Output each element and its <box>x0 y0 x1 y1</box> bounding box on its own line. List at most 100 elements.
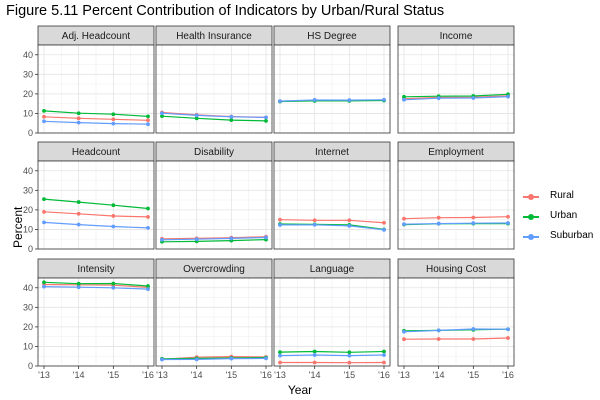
data-point-suburban <box>111 121 116 126</box>
x-axis-title: Year <box>287 383 313 397</box>
data-point-suburban <box>312 222 317 227</box>
data-point-urban <box>111 203 116 208</box>
data-point-rural <box>402 216 406 221</box>
data-point-rural <box>382 360 386 365</box>
series-line-urban <box>279 223 385 230</box>
y-tick-label: 10 <box>23 341 33 351</box>
data-point-urban <box>194 116 199 121</box>
data-point-urban <box>42 109 46 113</box>
data-point-suburban <box>506 221 510 225</box>
facet-strip-label: Health Insurance <box>176 31 252 42</box>
y-tick-label: 30 <box>23 185 33 195</box>
panel-border <box>273 44 391 134</box>
data-point-urban <box>382 349 386 354</box>
x-tick-label: '13 <box>38 370 50 380</box>
data-point-suburban <box>160 111 164 116</box>
data-point-urban <box>76 200 81 204</box>
legend-key-dot <box>528 193 534 200</box>
series-line-suburban <box>43 120 149 125</box>
data-point-rural <box>402 337 406 342</box>
x-tick-label: '15 <box>467 370 479 380</box>
data-point-suburban <box>229 114 234 119</box>
x-tick-label: '15 <box>107 370 119 380</box>
series-line-rural <box>43 283 149 288</box>
panel-overcrowding: Overcrowding '13 '14 '15 '16 <box>155 258 273 380</box>
facet-strip-label: Internet <box>315 147 349 158</box>
data-point-urban <box>146 284 150 288</box>
series-line-rural <box>43 116 149 121</box>
y-tick-label: 20 <box>23 205 33 215</box>
legend-label-urban: Urban <box>550 210 578 221</box>
legend-key-dot <box>528 213 534 220</box>
data-point-rural <box>76 116 81 121</box>
panel-headcount: Headcount 0 10 20 30 40 <box>23 141 155 254</box>
data-point-suburban <box>312 353 317 357</box>
x-tick-label: '16 <box>502 370 514 380</box>
y-tick-label: 0 <box>28 128 33 138</box>
panel-adj-headcount: Adj. Headcount 0 10 20 30 40 <box>23 25 155 138</box>
panel-border <box>155 160 273 250</box>
data-point-suburban <box>347 98 352 103</box>
data-point-suburban <box>42 220 46 225</box>
series-line-rural <box>43 211 149 218</box>
y-tick-label: 40 <box>23 166 33 176</box>
data-point-urban <box>76 111 81 116</box>
data-point-rural <box>146 215 150 219</box>
data-point-rural <box>347 218 352 223</box>
x-tick-label: '14 <box>73 370 85 380</box>
chart-title: Figure 5.11 Percent Contribution of Indi… <box>6 3 445 19</box>
data-point-urban <box>146 206 150 211</box>
data-point-suburban <box>278 223 282 227</box>
data-point-suburban <box>194 237 199 242</box>
data-point-rural <box>471 337 476 341</box>
data-point-suburban <box>76 120 81 125</box>
data-point-suburban <box>42 284 46 289</box>
data-point-suburban <box>278 353 282 358</box>
facet-strip-label: Adj. Headcount <box>62 31 131 42</box>
panel-hs-degree: HS Degree <box>273 25 391 134</box>
series-line-suburban <box>403 96 509 101</box>
series-line-urban <box>161 357 267 360</box>
panel-border <box>37 277 155 367</box>
facet-strip-label: HS Degree <box>307 31 357 42</box>
data-point-suburban <box>382 353 386 357</box>
x-tick-label: '16 <box>142 370 154 380</box>
data-point-rural <box>42 209 46 214</box>
data-point-rural <box>436 215 441 220</box>
data-point-suburban <box>278 99 282 104</box>
data-point-urban <box>278 350 282 355</box>
data-point-rural <box>76 211 81 216</box>
data-point-suburban <box>146 225 150 230</box>
y-tick-label: 10 <box>23 108 33 118</box>
panel-health-insurance: Health Insurance <box>155 25 273 134</box>
data-point-suburban <box>347 224 352 228</box>
data-point-urban <box>264 118 268 123</box>
series-line-suburban <box>403 222 509 225</box>
facet-strip-label: Disability <box>194 147 234 158</box>
series-line-urban <box>43 110 149 117</box>
x-tick-label: '14 <box>309 370 321 380</box>
series-line-urban <box>161 239 267 243</box>
facet-strip-label: Intensity <box>77 264 114 275</box>
data-point-rural <box>42 114 46 119</box>
facet-strip-label: Housing Cost <box>426 264 486 275</box>
series-line-urban <box>43 281 149 287</box>
data-point-suburban <box>506 94 510 99</box>
series-line-suburban <box>161 236 267 241</box>
panel-border <box>37 44 155 134</box>
data-point-urban <box>160 114 164 119</box>
data-point-urban <box>229 118 234 122</box>
data-point-rural <box>471 215 476 220</box>
data-point-urban <box>347 350 352 355</box>
data-point-suburban <box>160 237 164 242</box>
y-tick-label: 20 <box>23 322 33 332</box>
facet-strip-label: Overcrowding <box>183 264 245 275</box>
panel-internet: Internet <box>273 141 391 250</box>
y-tick-label: 30 <box>23 69 33 79</box>
panel-border <box>155 44 273 134</box>
data-point-rural <box>146 118 150 123</box>
panel-border <box>155 277 273 367</box>
series-line-rural <box>403 216 509 220</box>
data-point-suburban <box>436 328 441 333</box>
panel-border <box>397 160 515 250</box>
